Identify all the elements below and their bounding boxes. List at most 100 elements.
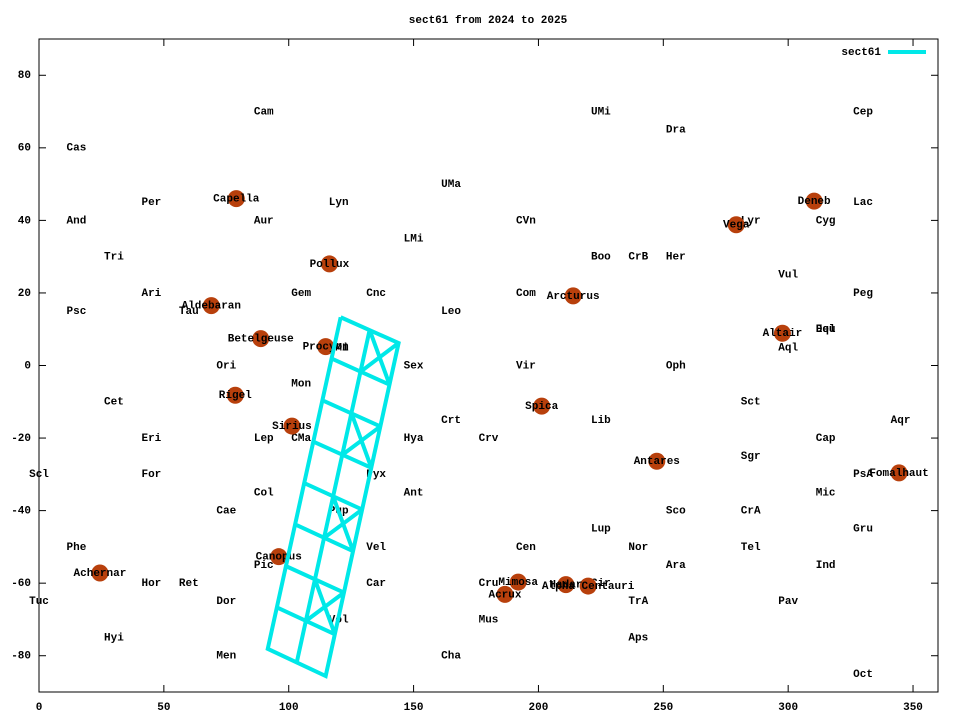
constellation-label: Ari [141,288,161,300]
constellation-label: Gru [853,524,873,536]
constellation-label: Cam [254,106,274,118]
y-tick-label: 20 [18,288,31,300]
series-line [265,315,401,679]
y-tick-label: -40 [11,506,31,518]
constellation-label: Hya [404,433,424,445]
star-label: Vega [723,220,750,232]
constellation-label: Vel [366,542,386,554]
star-label: Fomalhaut [869,468,928,480]
x-tick-label: 150 [404,702,424,714]
star-label: Rigel [219,390,252,402]
legend-label: sect61 [841,47,881,59]
constellation-label: Cyg [816,215,836,227]
x-tick-label: 200 [529,702,549,714]
star [648,452,666,470]
constellation-label: Her [666,252,686,264]
constellation-label: Dor [216,596,236,608]
constellation-label: UMi [591,106,611,118]
constellation-label: Sct [741,397,761,409]
y-tick-label: -80 [11,651,31,663]
constellation-label: Cep [853,106,873,118]
constellation-label: Col [254,487,274,499]
constellation-label: Tri [104,252,124,264]
star [579,577,597,595]
x-tick-label: 250 [653,702,673,714]
constellation-label: Vir [516,360,536,372]
constellation-label: Mon [291,379,311,391]
x-tick-label: 100 [279,702,299,714]
star [557,576,575,594]
constellation-label: Ind [816,560,836,572]
star [496,585,514,603]
constellation-label: Del [816,324,836,336]
constellation-label: LMi [404,233,424,245]
star [252,330,270,348]
constellation-label: Cet [104,397,124,409]
x-tick-label: 300 [778,702,798,714]
star [270,548,288,566]
star [533,397,551,415]
constellation-label: Aqr [891,415,911,427]
constellation-label: CMa [291,433,311,445]
constellation-label: Men [216,651,236,663]
constellation-label: PsA [853,469,873,481]
constellation-label: Cnc [366,288,386,300]
star-label: Antares [634,456,680,468]
star [202,297,220,315]
constellation-label: And [67,215,87,227]
constellation-label: Dra [666,125,686,137]
star [509,573,527,591]
constellation-label: UMa [441,179,461,191]
constellation-label: Cap [816,433,836,445]
constellation-label: Oph [666,360,686,372]
constellation-label: Cen [516,542,536,554]
star [320,255,338,273]
constellation-label: Lib [591,415,611,427]
star [227,190,245,208]
y-tick-label: -60 [11,578,31,590]
star-label: Arcturus [547,291,600,303]
star-label: Hadar [549,580,582,592]
constellation-label: Aps [628,632,648,644]
constellation-label: CrA [741,506,761,518]
constellation-label: CVn [516,215,536,227]
x-tick-label: 50 [157,702,170,714]
y-tick-label: 40 [18,215,31,227]
plot-frame [38,38,939,693]
x-tick-label: 350 [903,702,923,714]
constellation-label: Car [366,578,386,590]
constellation-label: Crv [479,433,499,445]
constellation-label: Sco [666,506,686,518]
star-label: Capella [213,194,260,206]
chart-title: sect61 from 2024 to 2025 [409,15,568,27]
constellation-label: For [141,469,161,481]
constellation-label: Lac [853,197,873,209]
star-label: Achernar [74,568,127,580]
constellation-label: Cas [67,143,87,155]
x-tick-label: 0 [36,702,43,714]
constellation-label: Ret [179,578,199,590]
y-tick-label: 80 [18,70,31,82]
constellation-label: Com [516,288,536,300]
constellation-label: Vul [778,270,798,282]
star [890,464,908,482]
star-label: Pollux [310,259,350,271]
constellation-label: Pic [254,560,274,572]
constellation-label: Boo [591,252,611,264]
star-label: Canopus [256,552,302,564]
constellation-label: Equ [816,324,836,336]
constellation-label: Lyn [329,197,349,209]
constellation-label: Ori [216,360,236,372]
star [805,192,823,210]
constellation-label: TrA [628,596,648,608]
constellation-label: Tau [179,306,199,318]
constellation-label: Hor [141,578,161,590]
star-label: Betelgeuse [228,334,294,346]
y-tick-label: -20 [11,433,31,445]
star-label: Altair [763,328,803,340]
constellation-label: Pav [778,596,798,608]
constellation-label: Lup [591,524,611,536]
constellation-label: Tel [741,542,761,554]
star-label: Spica [525,401,558,413]
constellation-label: CrB [628,252,648,264]
